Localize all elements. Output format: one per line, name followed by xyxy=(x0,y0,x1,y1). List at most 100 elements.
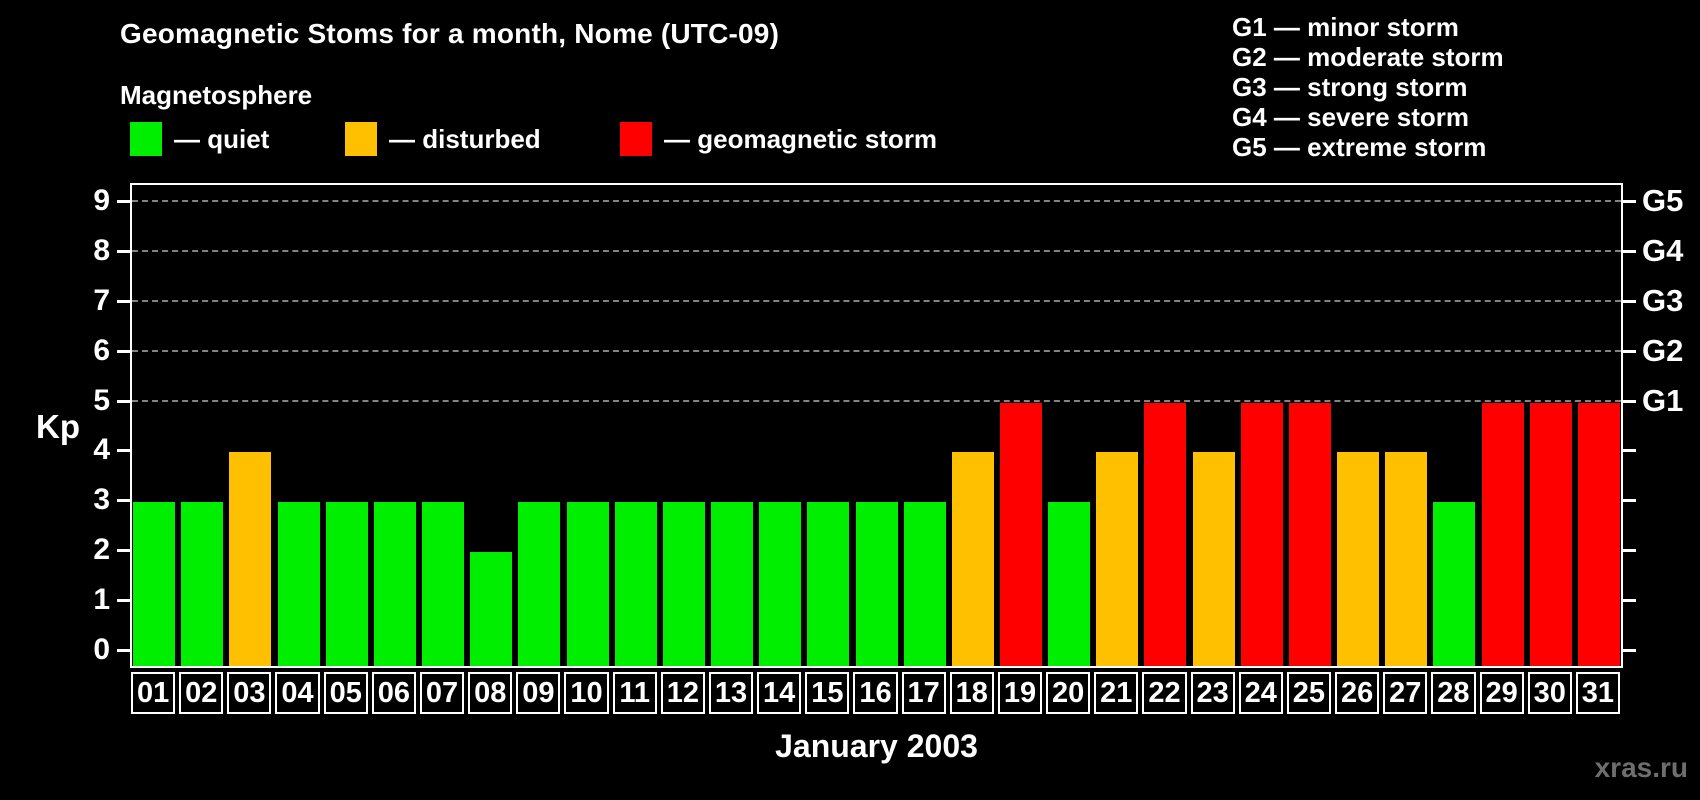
g-scale-legend: G1 — minor storm G2 — moderate storm G3 … xyxy=(1232,12,1504,162)
watermark: xras.ru xyxy=(1594,752,1688,783)
day-label-10: 10 xyxy=(564,672,609,714)
kp-tick-label-4: 4 xyxy=(93,433,110,467)
bar-day-03 xyxy=(229,452,272,666)
bar-day-14 xyxy=(759,502,802,666)
kp-tick-label-1: 1 xyxy=(93,583,110,617)
legend-item-storm: — geomagnetic storm xyxy=(620,121,937,157)
kp-tick-label-2: 2 xyxy=(93,533,110,567)
legend-label-storm: — geomagnetic storm xyxy=(664,123,938,154)
bar-day-30 xyxy=(1529,402,1572,666)
day-label-11: 11 xyxy=(612,672,657,714)
g-axis-tick-kp1 xyxy=(1623,599,1636,603)
day-label-19: 19 xyxy=(997,672,1043,714)
g-axis-label-g2: G2 xyxy=(1642,332,1684,368)
day-label-row: 01 02 03 04 05 06 07 08 09 10 11 12 13 14 15 16 17 18 19 20… xyxy=(130,672,1623,718)
g-axis-tick-kp7 xyxy=(1623,299,1636,303)
day-label-06: 06 xyxy=(371,672,416,714)
bar-day-12 xyxy=(662,502,705,666)
legend-label-disturbed: — disturbed xyxy=(389,123,541,154)
day-label-13: 13 xyxy=(708,672,754,714)
kp-tick-7 xyxy=(117,299,130,303)
bar-day-19 xyxy=(999,402,1042,666)
bar-day-16 xyxy=(855,502,898,666)
bar-day-23 xyxy=(1192,452,1235,666)
kp-tick-5 xyxy=(117,399,130,403)
day-label-17: 17 xyxy=(901,672,946,714)
gridline-kp6 xyxy=(132,349,1621,352)
day-label-21: 21 xyxy=(1094,672,1139,714)
day-label-05: 05 xyxy=(323,672,368,714)
bar-day-08 xyxy=(470,552,513,666)
bar-day-04 xyxy=(277,502,320,666)
gridline-kp8 xyxy=(132,249,1621,252)
g-axis-tick-kp6 xyxy=(1623,349,1636,353)
day-label-22: 22 xyxy=(1142,672,1187,714)
kp-tick-0 xyxy=(117,649,130,652)
g-axis-tick-kp2 xyxy=(1623,549,1636,553)
kp-tick-6 xyxy=(117,349,130,353)
g-axis-tick-kp8 xyxy=(1623,249,1636,253)
day-label-08: 08 xyxy=(468,672,513,714)
bar-day-09 xyxy=(518,502,561,666)
day-label-16: 16 xyxy=(853,672,898,714)
g-scale-line-g1: G1 — minor storm xyxy=(1232,12,1459,42)
kp-axis-title: Kp xyxy=(36,408,80,445)
gridline-kp9 xyxy=(132,199,1621,202)
bar-day-10 xyxy=(566,502,609,666)
kp-tick-label-7: 7 xyxy=(93,283,110,317)
bar-day-17 xyxy=(903,502,946,666)
legend-item-disturbed: — disturbed xyxy=(345,121,541,157)
day-label-14: 14 xyxy=(757,672,802,714)
g-axis-label-g1: G1 xyxy=(1642,382,1684,418)
kp-tick-2 xyxy=(117,549,130,553)
g-scale-line-g5: G5 — extreme storm xyxy=(1232,132,1487,162)
kp-tick-label-0: 0 xyxy=(93,633,110,666)
bar-day-18 xyxy=(951,452,994,666)
bar-day-26 xyxy=(1337,452,1380,666)
plot-area xyxy=(130,183,1623,668)
bar-day-01 xyxy=(133,502,176,666)
g-axis-tick-kp5 xyxy=(1623,399,1636,403)
day-label-28: 28 xyxy=(1431,672,1476,714)
g-scale-line-g3: G3 — strong storm xyxy=(1232,72,1468,102)
bar-day-06 xyxy=(373,502,416,666)
day-label-25: 25 xyxy=(1286,672,1332,714)
day-label-15: 15 xyxy=(805,672,850,714)
kp-tick-label-6: 6 xyxy=(93,333,110,367)
day-label-23: 23 xyxy=(1190,672,1235,714)
kp-tick-label-9: 9 xyxy=(93,183,110,217)
day-label-03: 03 xyxy=(227,672,272,714)
bar-day-24 xyxy=(1240,402,1283,666)
day-label-30: 30 xyxy=(1527,672,1572,714)
storm-color-swatch xyxy=(620,122,652,156)
day-label-07: 07 xyxy=(419,672,465,714)
g-axis-tick-kp9 xyxy=(1623,199,1636,203)
day-label-26: 26 xyxy=(1335,672,1380,714)
gridline-kp5 xyxy=(132,399,1621,402)
day-label-01: 01 xyxy=(131,672,176,714)
g-axis-label-g4: G4 xyxy=(1642,232,1684,268)
g-axis-tick-kp3 xyxy=(1623,499,1636,503)
g-scale-line-g2: G2 — moderate storm xyxy=(1232,42,1504,72)
disturbed-color-swatch xyxy=(345,122,377,156)
day-label-29: 29 xyxy=(1479,672,1524,714)
bar-day-22 xyxy=(1144,402,1187,666)
bar-day-29 xyxy=(1481,402,1524,666)
magnetosphere-label: Magnetosphere xyxy=(120,80,313,110)
bar-day-21 xyxy=(1096,452,1139,666)
g-axis-label-g5: G5 xyxy=(1642,182,1684,218)
day-label-02: 02 xyxy=(179,672,224,714)
day-label-27: 27 xyxy=(1383,672,1428,714)
legend-item-quiet: — quiet xyxy=(130,121,269,157)
day-label-20: 20 xyxy=(1046,672,1091,714)
quiet-color-swatch xyxy=(130,122,162,156)
bar-day-31 xyxy=(1577,402,1620,666)
kp-tick-8 xyxy=(117,249,130,253)
day-label-18: 18 xyxy=(949,672,994,714)
x-axis-title: January 2003 xyxy=(775,728,978,764)
kp-tick-3 xyxy=(117,499,130,503)
day-label-09: 09 xyxy=(516,672,561,714)
kp-tick-label-3: 3 xyxy=(93,483,110,517)
bar-day-13 xyxy=(711,502,754,666)
